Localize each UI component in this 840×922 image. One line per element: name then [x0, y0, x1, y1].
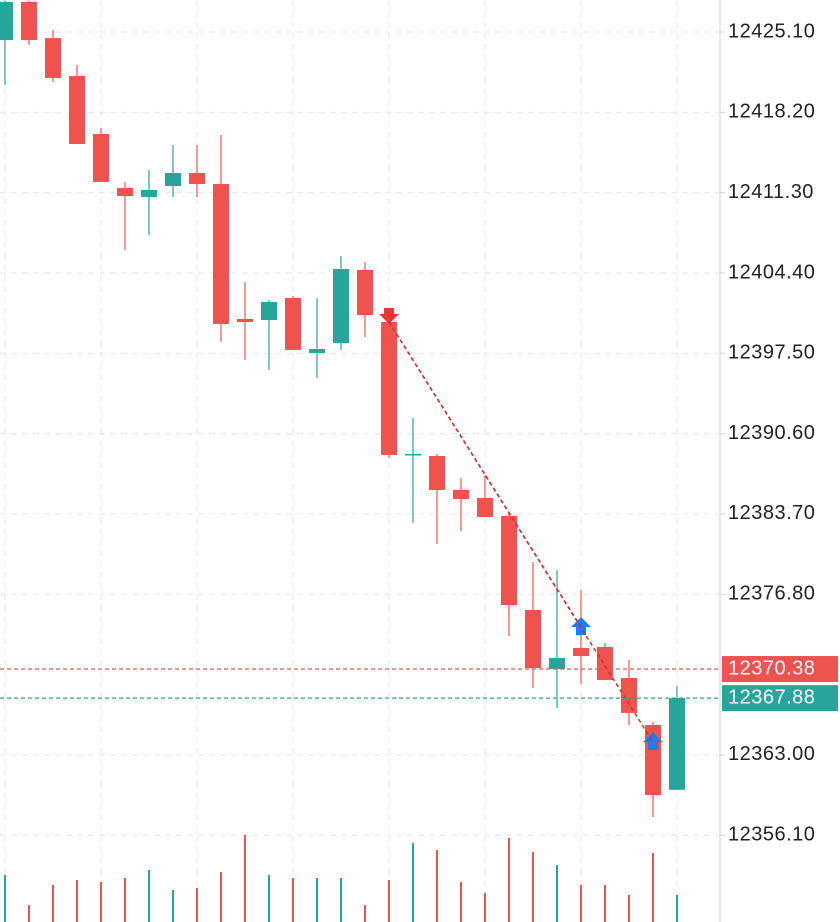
candle-body: [165, 172, 181, 187]
y-tick-label: 12418.20: [728, 101, 815, 123]
candle-body: [69, 76, 85, 145]
volume-bar: [4, 875, 6, 922]
volume-bar: [220, 872, 222, 922]
volume-bar: [148, 870, 150, 922]
candle-body: [93, 133, 109, 182]
price-label: 12367.88: [728, 686, 815, 708]
candle-body: [309, 349, 325, 353]
volume-bar: [460, 882, 462, 922]
volume-bar: [676, 895, 678, 922]
candle-body: [669, 698, 685, 790]
volume-bar: [604, 885, 606, 922]
candle-body: [333, 269, 349, 343]
volume-bar: [100, 882, 102, 922]
y-tick-label: 12356.10: [728, 824, 815, 846]
candle-body: [357, 269, 373, 316]
volume-bar: [364, 905, 366, 922]
volume-bar: [508, 838, 510, 922]
volume-bar: [556, 865, 558, 922]
candle-body: [549, 657, 565, 670]
y-tick-label: 12376.80: [728, 583, 815, 605]
buy-signal: [643, 732, 663, 751]
y-tick-label: 12411.30: [728, 181, 814, 203]
volume-bar: [172, 890, 174, 922]
volume-bar: [76, 880, 78, 922]
y-tick-label: 12390.60: [728, 422, 815, 444]
volume-bar: [580, 885, 582, 922]
y-tick-label: 12397.50: [728, 342, 815, 364]
volume-bar: [196, 888, 198, 922]
volume-bar: [28, 905, 30, 922]
volume-bar: [652, 853, 654, 922]
candle-body: [117, 188, 133, 197]
price-label-bg: [722, 685, 838, 712]
trade-line: [388, 321, 654, 743]
volume-bar: [532, 852, 534, 922]
candle-body: [525, 610, 541, 668]
y-tick-label: 12363.00: [728, 743, 815, 765]
candle-body: [261, 301, 277, 321]
candle-body: [45, 38, 61, 78]
price-label-bg: [722, 656, 838, 683]
candle-body: [573, 647, 589, 656]
volume-bar: [412, 843, 414, 922]
volume-bar: [124, 878, 126, 922]
candle-body: [477, 498, 493, 517]
volume-bar: [628, 895, 630, 922]
sell-signal: [379, 308, 399, 325]
volume-bar: [388, 880, 390, 922]
candle-body: [453, 489, 469, 499]
volume-bar: [340, 878, 342, 922]
candle-body: [405, 454, 421, 456]
candle-body: [237, 318, 253, 323]
candle-body: [189, 172, 205, 185]
candle-body: [621, 677, 637, 713]
candle-body: [21, 1, 37, 41]
volume-bar: [292, 878, 294, 922]
volume-bar: [316, 878, 318, 922]
candle-body: [0, 1, 13, 41]
candle-body: [429, 455, 445, 490]
y-tick-label: 12383.70: [728, 502, 815, 524]
candle-body: [285, 298, 301, 350]
y-tick-label: 12425.10: [728, 20, 815, 42]
price-label: 12370.38: [728, 657, 815, 679]
candle-body: [141, 189, 157, 197]
volume-bar: [268, 875, 270, 922]
volume-bar: [436, 850, 438, 922]
candle-body: [381, 322, 397, 455]
y-tick-label: 12404.40: [728, 261, 815, 283]
candle-body: [213, 184, 229, 324]
candle-body: [501, 515, 517, 606]
volume-bar: [244, 835, 246, 922]
volume-bar: [484, 893, 486, 922]
volume-bar: [52, 885, 54, 922]
